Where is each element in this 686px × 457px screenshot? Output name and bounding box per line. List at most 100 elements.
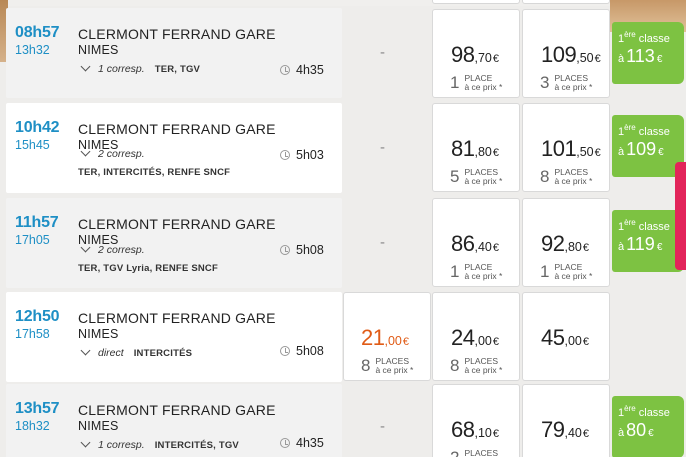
connections-toggle[interactable]: direct INTERCITÉS: [80, 345, 192, 359]
price-card-prem[interactable]: 24,00€ 8 PLACES à ce prix *: [432, 292, 520, 381]
connections-count: 1 corresp.: [98, 439, 145, 451]
price-card-prem-plus[interactable]: 92,80€ 1 PLACE à ce prix *: [522, 198, 610, 287]
departure-time: 08h57: [15, 24, 60, 41]
places-left: 8 PLACES à ce prix *: [540, 167, 593, 186]
chevron-down-icon: [80, 345, 91, 356]
journey-duration: 4h35: [280, 63, 324, 77]
second-class-unavailable: -: [380, 139, 385, 156]
arrival-time: 17h58: [15, 327, 50, 341]
places-left: 2PLACESà ce prix *: [450, 448, 499, 457]
destination-station: NIMES: [78, 419, 119, 433]
places-left: 1 PLACE à ce prix *: [450, 262, 503, 281]
connections-toggle[interactable]: 2 corresp.: [80, 146, 155, 160]
chevron-down-icon: [80, 61, 91, 72]
journey-info[interactable]: 10h42 15h45 CLERMONT FERRAND GARE NIMES …: [6, 103, 342, 193]
price-card-prem-plus[interactable]: 45,00€: [522, 292, 610, 381]
price-card-prem-plus[interactable]: 109,50€ 3 PLACES à ce prix *: [522, 9, 610, 98]
departure-time: 12h50: [15, 308, 60, 325]
journey-info[interactable]: 11h57 17h05 CLERMONT FERRAND GARE NIMES …: [6, 198, 342, 288]
price-card-prem[interactable]: 86,40€ 1 PLACE à ce prix *: [432, 198, 520, 287]
connections-count: 1 corresp.: [98, 63, 145, 75]
second-class-unavailable: -: [380, 234, 385, 251]
price-amount: 92,80€: [541, 231, 589, 256]
background-image: [0, 0, 8, 62]
destination-station: NIMES: [78, 43, 119, 57]
departure-time: 11h57: [15, 214, 59, 231]
departure-time: 13h57: [15, 400, 60, 417]
places-left: 8 PLACES à ce prix *: [450, 356, 503, 375]
second-class-unavailable: -: [380, 418, 385, 435]
arrival-time: 15h45: [15, 138, 50, 152]
previous-row-edge: [0, 0, 686, 6]
places-left: 1 PLACE à ce prix *: [450, 73, 503, 92]
connections-count: 2 corresp.: [98, 244, 145, 256]
price-amount: 68,10€: [451, 417, 499, 442]
train-types: TER, INTERCITÉS, RENFE SNCF: [78, 167, 231, 178]
journey-row[interactable]: 08h57 13h32 CLERMONT FERRAND GARE NIMES …: [0, 8, 686, 100]
chevron-down-icon: [80, 242, 91, 253]
price-amount: 98,70€: [451, 42, 499, 67]
connections-count: 2 corresp.: [98, 148, 145, 160]
price-amount: 79,40€: [541, 417, 589, 442]
clock-icon: [280, 438, 290, 448]
price-card-second[interactable]: 21,00€ 8 PLACES à ce prix *: [343, 292, 431, 381]
first-class-offer[interactable]: 1ère classe à 119 €: [612, 210, 684, 272]
places-left: 5 PLACES à ce prix *: [450, 167, 503, 186]
first-class-offer[interactable]: 1ère classe à 109 €: [612, 115, 684, 177]
departure-time: 10h42: [15, 119, 60, 136]
second-class-unavailable: -: [380, 44, 385, 61]
origin-station: CLERMONT FERRAND GARE: [78, 216, 276, 232]
clock-icon: [280, 245, 290, 255]
first-class-offer[interactable]: 1ère classe à 80 €: [612, 396, 684, 457]
first-class-price: 80: [626, 420, 647, 440]
price-card-prem[interactable]: 81,80€ 5 PLACES à ce prix *: [432, 103, 520, 192]
journey-duration: 5h03: [280, 148, 324, 162]
price-card-prem[interactable]: 68,10€ 2PLACESà ce prix *: [432, 384, 520, 457]
connections-count: direct: [98, 347, 124, 359]
connections-toggle[interactable]: 2 corresp.: [80, 242, 155, 256]
chevron-down-icon: [80, 437, 91, 448]
journey-duration: 4h35: [280, 436, 324, 450]
first-class-price: 119: [626, 234, 655, 254]
price-card-prem-plus[interactable]: 79,40€: [522, 384, 610, 457]
side-feedback-tab[interactable]: [675, 162, 686, 270]
train-types: INTERCITÉS, TGV: [154, 440, 239, 451]
prev-price-card: [522, 0, 610, 4]
prev-price-card: [432, 0, 520, 4]
journey-duration: 5h08: [280, 243, 324, 257]
price-card-prem-plus[interactable]: 101,50€ 8 PLACES à ce prix *: [522, 103, 610, 192]
journey-row[interactable]: 13h57 18h32 CLERMONT FERRAND GARE NIMES …: [0, 384, 686, 457]
places-left: 1 PLACE à ce prix *: [540, 262, 593, 281]
destination-station: NIMES: [78, 138, 119, 152]
price-amount: 24,00€: [451, 325, 499, 350]
journey-row[interactable]: 10h42 15h45 CLERMONT FERRAND GARE NIMES …: [0, 103, 686, 195]
origin-station: CLERMONT FERRAND GARE: [78, 310, 276, 326]
price-amount: 109,50€: [541, 42, 601, 67]
first-class-price: 113: [626, 46, 655, 66]
connections-toggle[interactable]: 1 corresp. TER, TGV: [80, 61, 201, 75]
journey-duration: 5h08: [280, 344, 324, 358]
first-class-offer[interactable]: 1ère classe à 113 €: [612, 22, 684, 84]
price-amount: 45,00€: [541, 325, 589, 350]
price-amount: 21,00€: [361, 325, 409, 350]
clock-icon: [280, 346, 290, 356]
places-left: 3 PLACES à ce prix *: [540, 73, 593, 92]
price-card-prem[interactable]: 98,70€ 1 PLACE à ce prix *: [432, 9, 520, 98]
connections-toggle[interactable]: 1 corresp. INTERCITÉS, TGV: [80, 437, 239, 451]
origin-station: CLERMONT FERRAND GARE: [78, 402, 276, 418]
chevron-down-icon: [80, 146, 91, 157]
origin-station: CLERMONT FERRAND GARE: [78, 121, 276, 137]
price-amount: 86,40€: [451, 231, 499, 256]
clock-icon: [280, 150, 290, 160]
arrival-time: 13h32: [15, 43, 50, 57]
price-amount: 101,50€: [541, 136, 601, 161]
journey-info[interactable]: 13h57 18h32 CLERMONT FERRAND GARE NIMES …: [6, 384, 342, 457]
price-amount: 81,80€: [451, 136, 499, 161]
journey-info[interactable]: 12h50 17h58 CLERMONT FERRAND GARE NIMES …: [6, 292, 342, 382]
journey-row[interactable]: 12h50 17h58 CLERMONT FERRAND GARE NIMES …: [0, 292, 686, 382]
destination-station: NIMES: [78, 327, 119, 341]
journey-row[interactable]: 11h57 17h05 CLERMONT FERRAND GARE NIMES …: [0, 198, 686, 290]
train-types: TER, TGV: [154, 64, 201, 75]
journey-info[interactable]: 08h57 13h32 CLERMONT FERRAND GARE NIMES …: [6, 8, 342, 98]
